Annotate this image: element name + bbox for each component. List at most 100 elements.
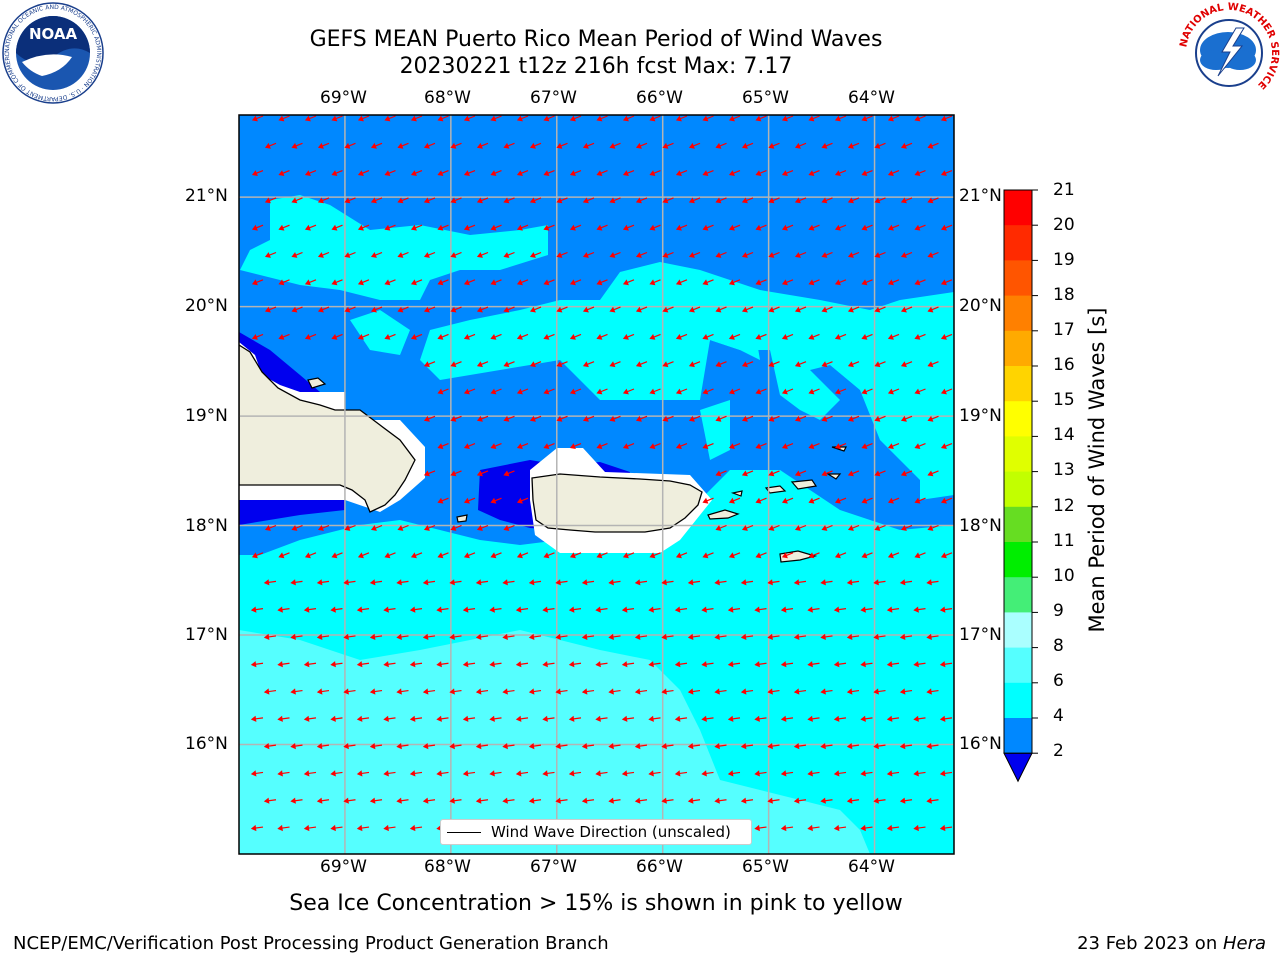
wind-wave-arrowhead xyxy=(847,142,854,149)
wind-wave-arrowhead xyxy=(291,252,298,258)
wind-wave-arrowhead xyxy=(596,279,603,286)
wind-wave-arrowhead xyxy=(899,579,906,586)
wind-wave-arrowhead xyxy=(277,661,283,668)
wind-wave-arrowhead xyxy=(582,197,589,204)
wind-wave-arrowhead xyxy=(674,606,681,613)
wind-wave-arrowhead xyxy=(396,633,402,641)
wind-wave-arrowhead xyxy=(821,415,828,422)
colorbar-segment xyxy=(1004,190,1032,226)
wind-wave-arrowhead xyxy=(251,224,258,231)
wind-wave-arrowhead xyxy=(450,361,457,368)
wind-wave-arrowhead xyxy=(741,306,748,313)
lat-label-left: 16°N xyxy=(185,734,228,754)
lat-label-right: 17°N xyxy=(959,625,1002,645)
wind-wave-arrowhead xyxy=(370,252,377,258)
wind-wave-arrowhead xyxy=(462,661,469,668)
wind-wave-arrowhead xyxy=(331,115,338,122)
colorbar-label: 4 xyxy=(1053,706,1064,726)
lat-label-right: 18°N xyxy=(959,516,1002,536)
wind-wave-arrowhead xyxy=(900,306,907,313)
wind-wave-arrowhead xyxy=(927,197,934,204)
wind-wave-arrowhead xyxy=(634,633,641,641)
wind-wave-arrowhead xyxy=(702,334,709,340)
wind-wave-arrowhead xyxy=(436,770,442,777)
wind-wave-arrowhead xyxy=(437,170,444,177)
wind-wave-arrowhead xyxy=(476,252,483,258)
wind-wave-arrowhead xyxy=(437,279,444,286)
wind-wave-arrowhead xyxy=(490,334,497,340)
footer-credit: NCEP/EMC/Verification Post Processing Pr… xyxy=(13,933,609,954)
wind-wave-arrowhead xyxy=(291,197,298,204)
wind-wave-arrowhead xyxy=(834,388,841,395)
wind-wave-arrowhead xyxy=(900,197,907,204)
land-islet-samana xyxy=(307,377,327,389)
wind-wave-arrowhead xyxy=(635,306,642,313)
wind-wave-arrowhead xyxy=(661,579,667,586)
wind-wave-arrowhead xyxy=(780,770,787,777)
wind-wave-arrowhead xyxy=(926,633,932,641)
wind-wave-arrowhead xyxy=(569,115,576,122)
wind-wave-arrowhead xyxy=(661,743,667,750)
wind-wave-arrowhead xyxy=(263,633,270,641)
wind-wave-arrowhead xyxy=(304,115,311,122)
wind-wave-arrowhead xyxy=(502,797,508,804)
wind-wave-arrowhead xyxy=(899,797,906,804)
wind-wave-arrowhead xyxy=(675,224,682,231)
wind-wave-arrowhead xyxy=(714,743,720,750)
wind-wave-arrowhead xyxy=(820,688,826,695)
wind-wave-arrowhead xyxy=(767,688,773,695)
wind-wave-arrowhead xyxy=(595,661,601,668)
lon-label-bottom: 66°W xyxy=(636,857,683,877)
wind-wave-arrowhead xyxy=(914,224,921,231)
wind-wave-arrowhead xyxy=(569,334,576,340)
wind-wave-arrowhead xyxy=(595,770,601,777)
wind-wave-arrowhead xyxy=(609,252,616,258)
wind-wave-arrowhead xyxy=(807,606,813,613)
wind-wave-arrowhead xyxy=(794,142,801,149)
wind-wave-arrowhead xyxy=(331,224,338,231)
land-vieques xyxy=(707,509,740,520)
wind-wave-arrowhead xyxy=(662,306,669,313)
wind-wave-arrowhead xyxy=(437,497,444,504)
wind-wave-arrowhead xyxy=(662,415,669,422)
wind-wave-arrowhead xyxy=(490,388,497,395)
wind-wave-arrowhead xyxy=(489,770,495,777)
wind-wave-arrowhead xyxy=(303,824,310,832)
wind-wave-arrowhead xyxy=(370,306,377,313)
wind-wave-arrowhead xyxy=(370,197,377,204)
wind-wave-arrowhead xyxy=(542,770,548,777)
wind-wave-arrowhead xyxy=(688,306,695,313)
wind-wave-arrowhead xyxy=(649,552,656,559)
wind-wave-arrowhead xyxy=(596,334,603,340)
wind-wave-arrowhead xyxy=(794,252,801,258)
wind-wave-arrowhead xyxy=(834,552,841,559)
wind-wave-arrowhead xyxy=(767,579,773,586)
wind-wave-arrowhead xyxy=(410,224,417,231)
wind-wave-arrowhead xyxy=(833,715,840,722)
wind-wave-arrowhead xyxy=(649,279,656,286)
wind-wave-arrowhead xyxy=(290,743,296,750)
colorbar-segment xyxy=(1004,682,1032,719)
wind-wave-arrowhead xyxy=(568,770,575,777)
wind-wave-arrowhead xyxy=(263,797,270,804)
wind-wave-arrowhead xyxy=(489,661,495,668)
wind-wave-arrowhead xyxy=(622,334,629,340)
wind-wave-arrowhead xyxy=(755,224,762,231)
wind-wave-arrowhead xyxy=(277,606,283,613)
colorbar-label: 14 xyxy=(1053,425,1075,445)
wind-wave-arrowhead xyxy=(330,770,336,777)
wind-wave-arrowhead xyxy=(291,142,298,149)
wind-wave-arrowhead xyxy=(940,115,947,122)
wind-wave-arrowhead xyxy=(543,115,550,122)
wind-wave-arrowhead xyxy=(754,824,760,832)
wind-wave-arrowhead xyxy=(886,824,893,832)
wind-wave-arrowhead xyxy=(861,334,868,340)
wind-wave-arrowhead xyxy=(781,334,788,340)
wind-wave-arrowhead xyxy=(357,224,364,231)
wind-wave-arrowhead xyxy=(781,443,788,450)
wind-wave-arrowhead xyxy=(834,115,841,122)
wind-wave-arrowhead xyxy=(768,142,775,149)
wind-wave-arrowhead xyxy=(278,334,285,340)
wind-wave-arrowhead xyxy=(728,334,735,340)
wind-wave-arrowhead xyxy=(940,170,947,177)
